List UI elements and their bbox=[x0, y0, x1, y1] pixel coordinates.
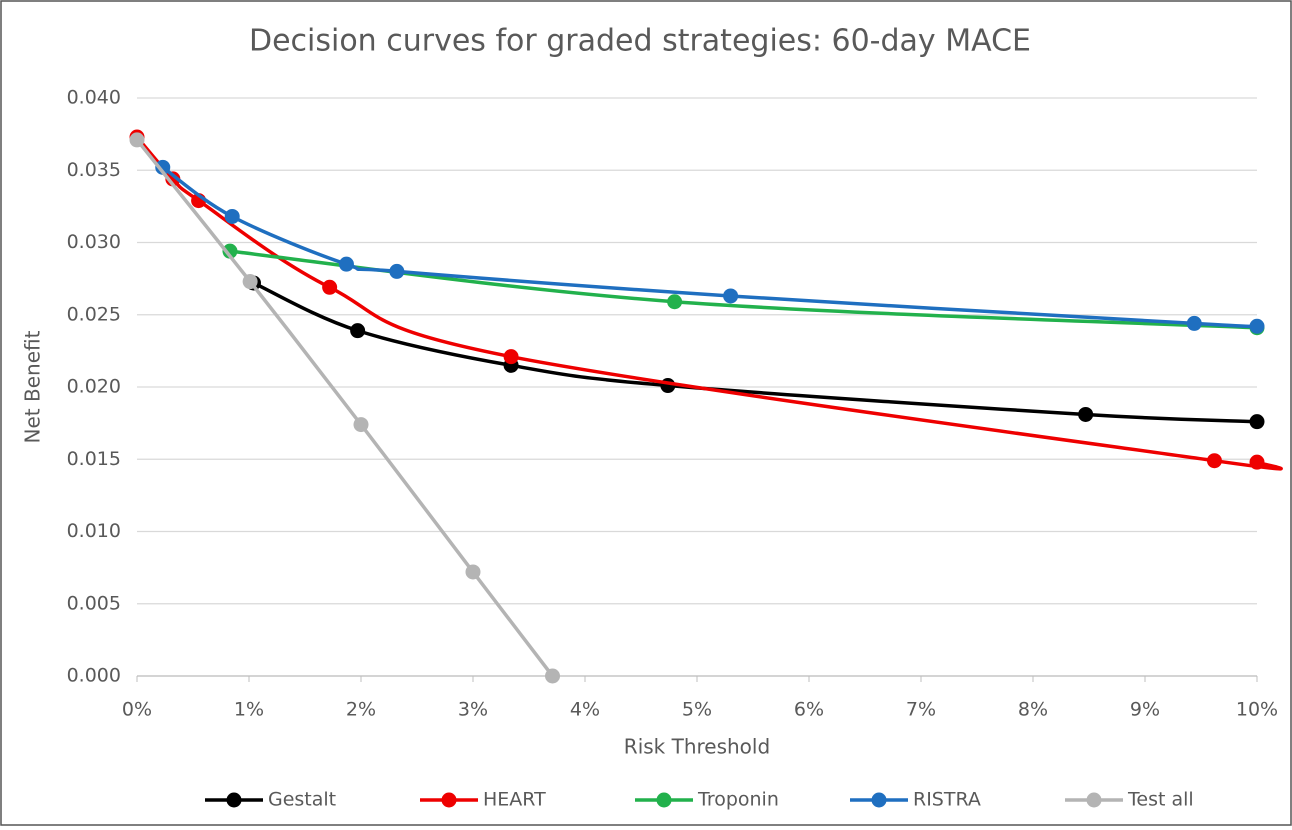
x-tick-label: 9% bbox=[1130, 699, 1160, 721]
series-marker bbox=[222, 243, 238, 259]
y-axis-label: Net Benefit bbox=[21, 330, 45, 443]
legend-marker bbox=[226, 792, 242, 808]
series-marker bbox=[1249, 318, 1265, 334]
series-marker bbox=[350, 323, 366, 339]
series-marker bbox=[465, 564, 481, 580]
x-tick-label: 3% bbox=[458, 699, 488, 721]
x-tick-label: 10% bbox=[1236, 699, 1278, 721]
x-tick-label: 0% bbox=[122, 699, 152, 721]
series-marker bbox=[224, 208, 240, 224]
legend-label: Gestalt bbox=[268, 789, 336, 811]
y-tick-label: 0.005 bbox=[67, 592, 121, 614]
series-marker bbox=[129, 132, 145, 148]
series-marker bbox=[242, 274, 258, 290]
chart-title: Decision curves for graded strategies: 6… bbox=[249, 24, 1031, 59]
y-tick-label: 0.020 bbox=[67, 376, 121, 398]
x-tick-label: 1% bbox=[234, 699, 264, 721]
legend-marker bbox=[441, 792, 457, 808]
x-tick-label: 4% bbox=[570, 699, 600, 721]
legend-label: HEART bbox=[483, 789, 546, 811]
series-marker bbox=[322, 279, 338, 295]
legend-marker bbox=[871, 792, 887, 808]
series-marker bbox=[1186, 315, 1202, 331]
series-marker bbox=[155, 159, 171, 175]
series-marker bbox=[1206, 453, 1222, 469]
series-marker bbox=[389, 263, 405, 279]
x-tick-label: 8% bbox=[1018, 699, 1048, 721]
y-tick-label: 0.030 bbox=[67, 231, 121, 253]
series-marker bbox=[723, 288, 739, 304]
x-axis-label: Risk Threshold bbox=[624, 735, 770, 759]
series-marker bbox=[1249, 454, 1265, 470]
series-marker bbox=[545, 668, 561, 684]
legend-marker bbox=[656, 792, 672, 808]
series-marker bbox=[338, 256, 354, 272]
legend-marker bbox=[1086, 792, 1102, 808]
series-marker bbox=[1249, 414, 1265, 430]
legend-label: Test all bbox=[1127, 789, 1194, 811]
x-tick-label: 6% bbox=[794, 699, 824, 721]
x-tick-label: 5% bbox=[682, 699, 712, 721]
y-tick-label: 0.000 bbox=[67, 665, 121, 687]
y-tick-label: 0.015 bbox=[67, 448, 121, 470]
y-tick-label: 0.035 bbox=[67, 159, 121, 181]
y-tick-label: 0.025 bbox=[67, 303, 121, 325]
y-tick-label: 0.010 bbox=[67, 520, 121, 542]
series-marker bbox=[1078, 406, 1094, 422]
x-tick-label: 2% bbox=[346, 699, 376, 721]
y-tick-label: 0.040 bbox=[67, 87, 121, 109]
series-line bbox=[161, 165, 1258, 329]
x-tick-label: 7% bbox=[906, 699, 936, 721]
series-marker bbox=[353, 417, 369, 433]
series-marker bbox=[503, 349, 519, 365]
legend-label: RISTRA bbox=[913, 789, 981, 811]
series-marker bbox=[667, 294, 683, 310]
legend-label: Troponin bbox=[697, 789, 779, 811]
